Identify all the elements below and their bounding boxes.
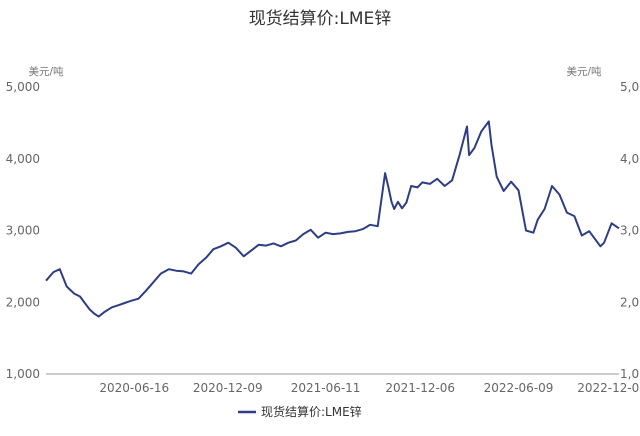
y-tick-label-left-2: 3,000	[6, 224, 40, 238]
y-tick-label-right-3: 4,000	[620, 152, 640, 166]
y-tick-label-right-1: 2,000	[620, 295, 640, 309]
y-tick-label-left-0: 1,000	[6, 367, 40, 381]
y-axis-right: 1,000 2,000 3,000 4,000 5,000	[620, 80, 640, 381]
x-tick-label-1: 2020-12-09	[193, 381, 263, 395]
y-tick-label-right-2: 3,000	[620, 224, 640, 238]
x-tick-label-0: 2020-06-16	[99, 381, 169, 395]
chart-title: 现货结算价:LME锌	[249, 9, 392, 29]
y-tick-label-left-1: 2,000	[6, 295, 40, 309]
x-axis: 2020-06-16 2020-12-09 2021-06-11 2021-12-06…	[99, 381, 640, 395]
x-tick-label-3: 2021-12-06	[385, 381, 455, 395]
series-line	[45, 120, 620, 318]
x-tick-label-4: 2022-06-09	[484, 381, 554, 395]
x-tick-label-2: 2021-06-11	[291, 381, 361, 395]
y-axis-unit-left: 美元/吨	[28, 65, 64, 78]
y-tick-label-left-4: 5,000	[6, 80, 40, 94]
y-tick-label-left-3: 4,000	[6, 152, 40, 166]
y-axis-unit-right: 美元/吨	[566, 65, 602, 78]
y-axis-left: 1,000 2,000 3,000 4,000 5,000	[6, 80, 40, 381]
y-tick-label-right-0: 1,000	[620, 367, 640, 381]
legend-label: 现货结算价:LME锌	[261, 404, 362, 419]
x-tick-label-5: 2022-12-02	[577, 381, 640, 395]
legend: 现货结算价:LME锌	[238, 404, 362, 419]
y-tick-label-right-4: 5,000	[620, 80, 640, 94]
